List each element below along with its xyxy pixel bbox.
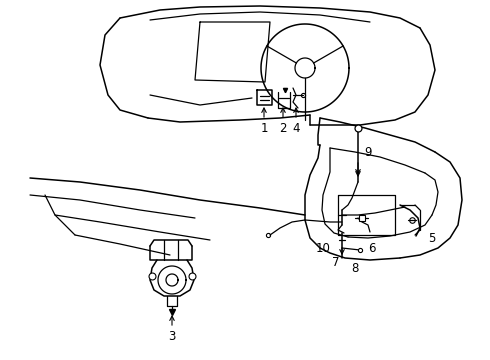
Text: 2: 2 xyxy=(279,122,287,135)
Text: 8: 8 xyxy=(351,261,359,274)
Text: 9: 9 xyxy=(364,145,372,158)
Text: 4: 4 xyxy=(292,122,300,135)
Text: 6: 6 xyxy=(368,242,376,255)
Text: 7: 7 xyxy=(332,256,340,269)
Text: 1: 1 xyxy=(260,122,268,135)
Text: 3: 3 xyxy=(168,329,176,342)
Text: 10: 10 xyxy=(316,242,330,255)
Text: 5: 5 xyxy=(428,231,436,244)
